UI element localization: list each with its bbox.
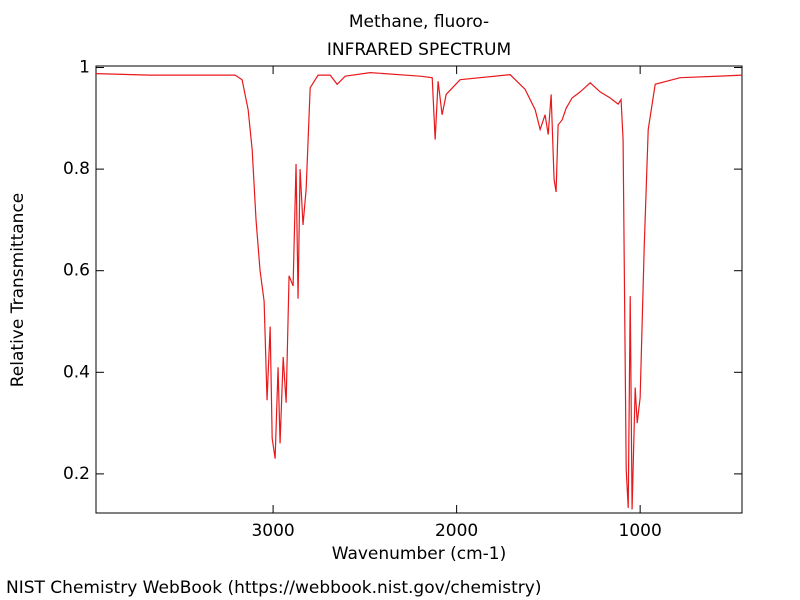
chart-subtitle: INFRARED SPECTRUM <box>327 40 511 60</box>
y-axis-label: Relative Transmittance <box>8 193 28 388</box>
plot-frame <box>95 65 743 514</box>
y-tick-label: 0.4 <box>63 362 90 382</box>
y-tick-label: 0.6 <box>63 261 90 281</box>
chart-title: Methane, fluoro- <box>349 12 489 32</box>
x-tick-label: 3000 <box>251 521 294 541</box>
y-tick-label: 1 <box>79 58 90 78</box>
y-tick-label: 0.8 <box>63 159 90 179</box>
x-tick-label: 1000 <box>619 521 662 541</box>
x-axis-label: Wavenumber (cm-1) <box>332 544 507 564</box>
spectrum-line <box>95 71 743 510</box>
x-tick-label: 2000 <box>435 521 478 541</box>
y-tick-label: 0.2 <box>63 464 90 484</box>
credit: NIST Chemistry WebBook (https://webbook.… <box>6 578 541 598</box>
